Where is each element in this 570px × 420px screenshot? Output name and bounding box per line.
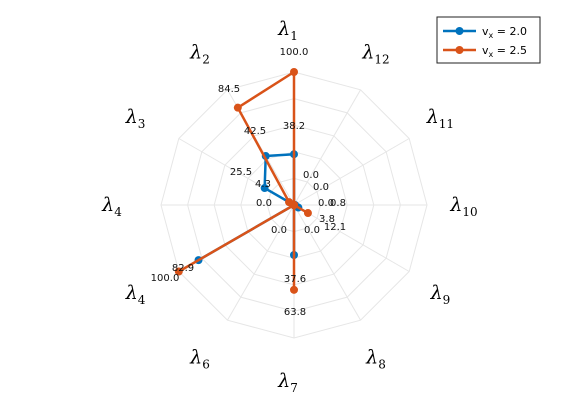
axis-label-symbol: λ [426, 106, 439, 128]
data-point [303, 209, 312, 218]
axis-label-subscript: 4 [114, 205, 122, 219]
legend-marker [455, 27, 464, 35]
axis-label-symbol: λ [430, 282, 443, 304]
axis-label: λ3 [125, 106, 146, 131]
legend-marker [455, 46, 464, 54]
value-label: 100.0 [151, 273, 180, 284]
axis-label-symbol: λ [125, 282, 138, 304]
grid-spoke [293, 89, 361, 206]
grid-spoke [227, 204, 295, 321]
axis-label-subscript: 9 [443, 293, 451, 307]
axis-label: λ9 [430, 282, 451, 307]
value-label: 25.5 [230, 167, 252, 178]
axis-label-subscript: 2 [202, 53, 210, 67]
axis-label: λ12 [361, 42, 389, 67]
value-label: 82.9 [172, 263, 194, 274]
axis-label-subscript: 4 [138, 293, 146, 307]
value-label: 3.8 [319, 214, 335, 225]
value-label: 100.0 [280, 47, 309, 58]
axis-label-symbol: λ [125, 106, 138, 128]
legend: vx = 2.0 vx = 2.5 [436, 16, 541, 64]
value-label: 0.0 [304, 225, 320, 236]
value-label: 0.0 [271, 225, 287, 236]
axis-label-subscript: 1 [290, 29, 298, 43]
data-point [260, 184, 269, 193]
axis-label: λ10 [449, 194, 477, 219]
value-label: 0.0 [318, 198, 334, 209]
axis-label: λ7 [277, 370, 298, 395]
axis-label-symbol: λ [277, 370, 290, 392]
axis-label-symbol: λ [101, 194, 114, 216]
grid-spoke [293, 138, 410, 206]
data-point [233, 103, 242, 112]
value-label: 0.8 [330, 198, 346, 209]
data-point [285, 198, 294, 207]
axis-label: λ4 [125, 282, 146, 307]
legend-item: vx = 2.5 [443, 44, 527, 59]
axis-label-symbol: λ [449, 194, 462, 216]
value-labels: 100.038.284.542.525.54.30.082.9100.00.03… [151, 47, 346, 318]
value-label: 42.5 [244, 126, 266, 137]
data-series [174, 68, 312, 294]
axis-label: λ1 [277, 18, 298, 43]
legend-label: vx = 2.5 [482, 44, 527, 59]
axis-label-symbol: λ [361, 42, 374, 64]
axis-label-subscript: 8 [378, 357, 386, 371]
legend-label: vx = 2.0 [482, 25, 527, 40]
axis-label-subscript: 10 [462, 205, 477, 219]
value-label: 38.2 [283, 121, 305, 132]
value-label: 84.5 [218, 84, 240, 95]
value-label: 12.1 [324, 222, 346, 233]
axis-label-subscript: 11 [439, 117, 454, 131]
axis-label-symbol: λ [189, 42, 202, 64]
legend-item: vx = 2.0 [443, 25, 527, 40]
axis-label-subscript: 7 [290, 381, 298, 395]
data-point [174, 267, 183, 276]
data-point [290, 68, 298, 76]
value-label: 4.3 [255, 179, 271, 190]
grid-spoke [293, 204, 361, 321]
legend-box [436, 16, 541, 64]
grid-spoke [293, 204, 410, 272]
axis-label-symbol: λ [189, 346, 202, 368]
axis-label-subscript: 6 [202, 357, 210, 371]
axis-label: λ6 [189, 346, 210, 371]
axis-label: λ2 [189, 42, 210, 67]
axis-label: λ11 [426, 106, 454, 131]
data-point [290, 285, 298, 294]
axis-label-subscript: 12 [374, 53, 389, 67]
value-label: 0.0 [256, 198, 272, 209]
value-label: 37.6 [284, 274, 306, 285]
series [174, 68, 312, 294]
axis-label: λ4 [101, 194, 122, 219]
value-label: 0.0 [303, 170, 319, 181]
axis-label: λ8 [365, 346, 386, 371]
axis-label-symbol: λ [365, 346, 378, 368]
value-label: 0.0 [313, 182, 329, 193]
axis-label-symbol: λ [277, 18, 290, 40]
axis-label-subscript: 3 [138, 117, 146, 131]
value-label: 63.8 [284, 307, 306, 318]
